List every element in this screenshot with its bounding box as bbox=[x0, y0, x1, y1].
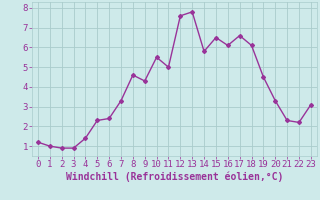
X-axis label: Windchill (Refroidissement éolien,°C): Windchill (Refroidissement éolien,°C) bbox=[66, 172, 283, 182]
